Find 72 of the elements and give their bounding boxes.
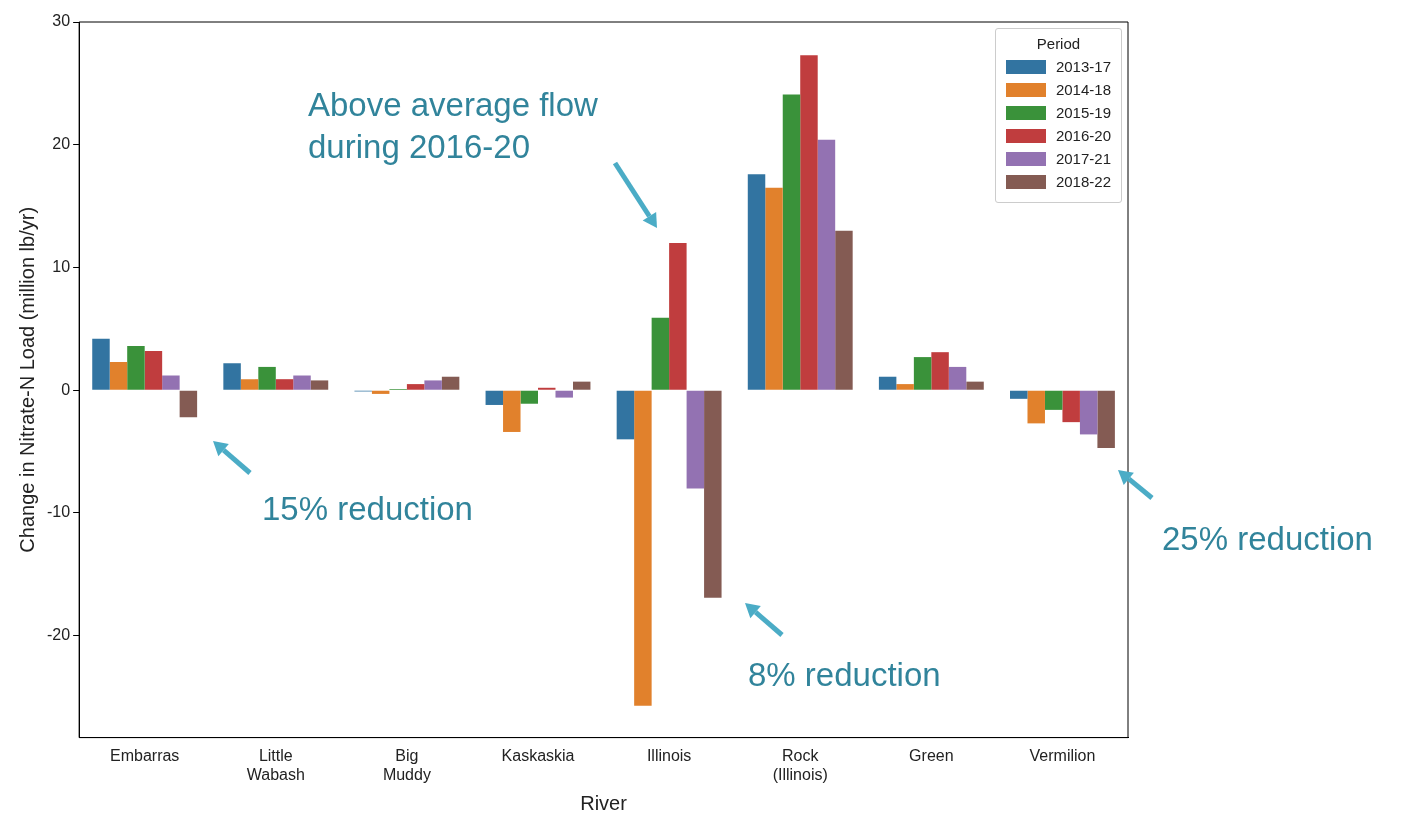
bar xyxy=(1010,390,1028,399)
bar xyxy=(424,380,442,390)
bar xyxy=(878,376,897,390)
bar xyxy=(520,390,539,404)
bar xyxy=(109,362,128,390)
annotation: 8% reduction xyxy=(748,655,942,695)
bar xyxy=(948,366,967,390)
bar xyxy=(371,390,390,394)
legend-title: Period xyxy=(1035,35,1082,52)
x-tick-label: Green xyxy=(909,746,954,764)
bar xyxy=(92,338,110,390)
bar xyxy=(223,363,241,390)
bar xyxy=(1079,390,1098,435)
bar xyxy=(747,174,766,390)
bar xyxy=(1044,390,1063,410)
bar xyxy=(162,375,180,390)
bar xyxy=(1027,390,1045,424)
bar xyxy=(485,390,504,405)
x-tick-label: Rock (Illinois) xyxy=(772,746,828,783)
bar xyxy=(240,379,259,390)
bar xyxy=(1062,390,1080,423)
bar xyxy=(179,390,198,418)
legend-label: 2016-20 xyxy=(1055,127,1111,144)
y-tick-label: -10 xyxy=(47,503,71,521)
y-tick-label: -20 xyxy=(47,626,71,644)
bar xyxy=(144,350,163,390)
bar xyxy=(406,384,425,390)
bar xyxy=(765,187,783,390)
bar xyxy=(310,380,329,390)
x-tick-label: Illinois xyxy=(646,746,692,764)
text: 25% reduction xyxy=(1162,519,1374,559)
annotation: Above average flow during 2016-20 xyxy=(308,85,599,167)
bar xyxy=(634,390,652,706)
bar xyxy=(782,94,801,390)
x-tick-label: Big Muddy xyxy=(382,746,431,783)
bar xyxy=(616,390,635,440)
bar xyxy=(258,366,276,390)
x-tick-label: Vermilion xyxy=(1029,746,1096,764)
bar xyxy=(686,390,705,489)
bar xyxy=(503,390,521,432)
bar xyxy=(896,384,914,390)
legend-label: 2017-21 xyxy=(1055,150,1111,167)
bar xyxy=(669,242,687,390)
y-tick-label: 20 xyxy=(52,135,71,153)
x-tick-label: Little Wabash xyxy=(246,746,305,783)
legend-label: 2018-22 xyxy=(1055,173,1111,190)
bar xyxy=(817,139,836,390)
bar xyxy=(651,317,670,390)
y-tick-label: 10 xyxy=(52,257,71,275)
bar xyxy=(1097,390,1115,448)
bar xyxy=(555,390,573,398)
bar xyxy=(293,375,311,390)
x-tick-label: Kaskaskia xyxy=(501,746,575,764)
bar xyxy=(800,55,818,390)
annotation: 15% reduction xyxy=(262,489,474,529)
legend-label: 2015-19 xyxy=(1055,104,1111,121)
bar xyxy=(704,390,722,598)
y-tick-label: 30 xyxy=(52,12,71,30)
y-tick-label: 0 xyxy=(61,380,71,398)
x-tick-label: Embarras xyxy=(110,746,180,764)
bar xyxy=(275,379,294,390)
bar xyxy=(441,376,460,390)
bar xyxy=(572,381,591,390)
bar xyxy=(913,357,932,390)
y-axis-title: Change in Nitrate-N Load (million lb/yr) xyxy=(15,206,38,553)
bar xyxy=(966,381,984,390)
bar xyxy=(835,230,853,390)
legend-label: 2014-18 xyxy=(1055,81,1111,98)
bar xyxy=(931,352,949,390)
legend-label: 2013-17 xyxy=(1055,58,1111,75)
x-axis-title: River xyxy=(580,791,628,814)
bar xyxy=(127,346,145,390)
